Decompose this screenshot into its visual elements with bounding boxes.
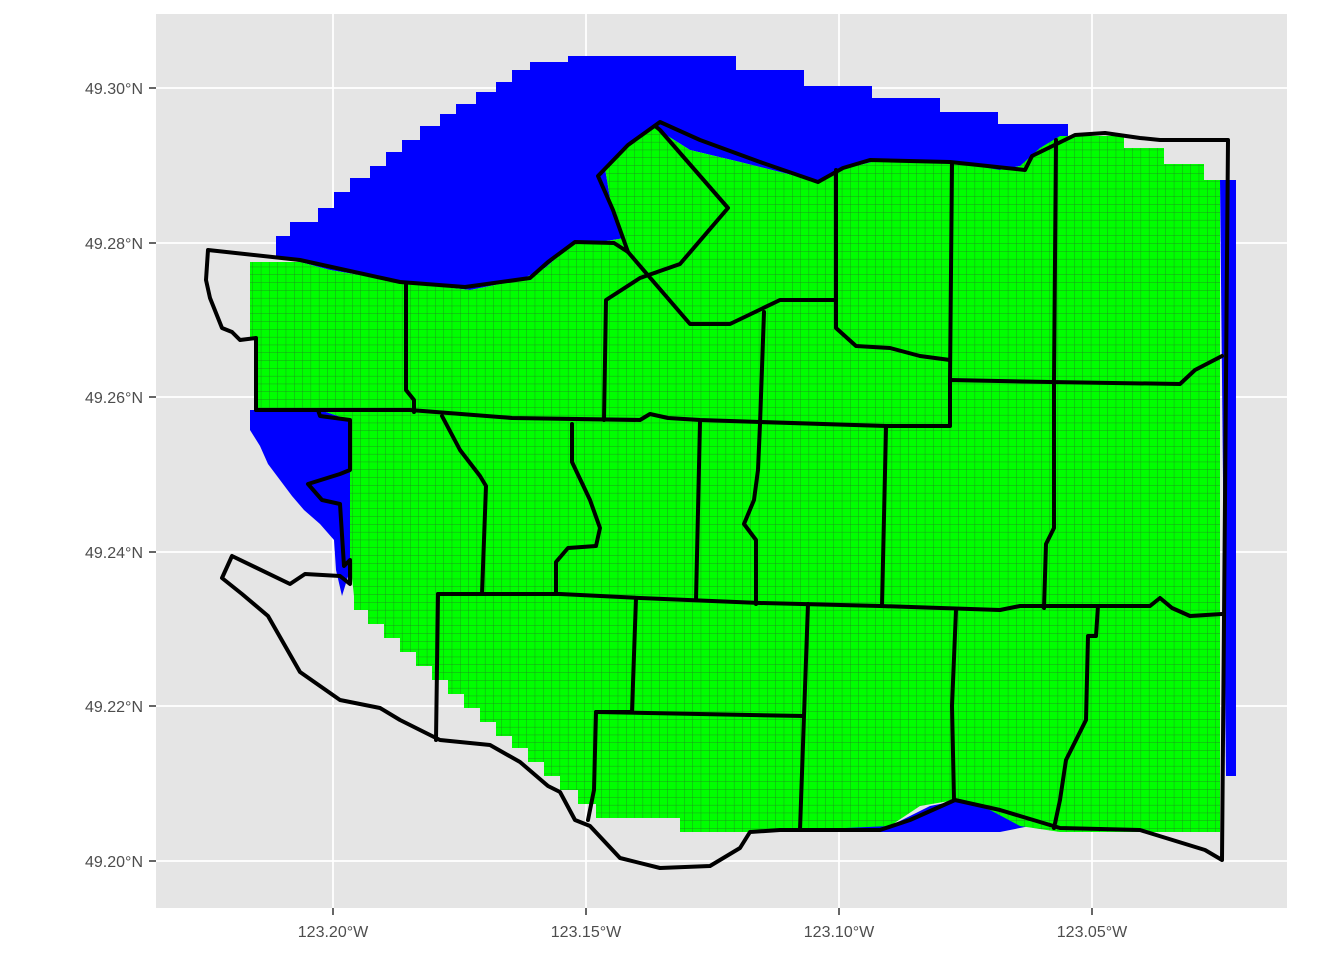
x-tick-labels: 123.20°W 123.15°W 123.10°W 123.05°W bbox=[298, 924, 1128, 941]
boundary-south-3 bbox=[594, 710, 806, 718]
y-tick-label: 49.20°N bbox=[85, 854, 143, 871]
boundary-south-6 bbox=[1052, 604, 1100, 830]
axis-ticks bbox=[149, 87, 1093, 915]
boundary-east-3 bbox=[1042, 138, 1058, 610]
y-tick-label: 49.30°N bbox=[85, 81, 143, 98]
boundary-centre-4 bbox=[694, 420, 702, 602]
water-region-east bbox=[1220, 180, 1236, 776]
water-region-west bbox=[250, 410, 350, 596]
boundary-east-1 bbox=[834, 298, 952, 362]
x-tick-label: 123.10°W bbox=[804, 924, 875, 941]
boundary-west-3 bbox=[554, 422, 602, 596]
land-cell-grid bbox=[250, 128, 1220, 832]
city-outline bbox=[204, 120, 1230, 870]
boundary-west-1 bbox=[404, 282, 416, 414]
y-tick-label: 49.28°N bbox=[85, 236, 143, 253]
x-tick-label: 123.20°W bbox=[298, 924, 369, 941]
boundary-west-2 bbox=[440, 414, 488, 596]
boundary-east-2 bbox=[948, 162, 954, 382]
boundary-king-ed bbox=[436, 592, 1224, 618]
neighbourhood-boundaries bbox=[204, 120, 1230, 870]
y-tick-label: 49.24°N bbox=[85, 545, 143, 562]
y-tick-labels: 49.30°N 49.28°N 49.26°N 49.24°N 49.22°N … bbox=[85, 81, 143, 871]
boundary-south-1 bbox=[434, 592, 440, 742]
x-tick-label: 123.15°W bbox=[551, 924, 622, 941]
boundary-centre-3 bbox=[742, 310, 766, 606]
boundary-centre-5 bbox=[880, 426, 888, 608]
y-tick-label: 49.22°N bbox=[85, 699, 143, 716]
water-region-south bbox=[760, 800, 1030, 832]
boundary-south-4 bbox=[798, 602, 810, 832]
boundary-centre-1 bbox=[602, 124, 730, 422]
boundary-south-5 bbox=[950, 608, 958, 802]
boundary-centre-2 bbox=[626, 168, 838, 326]
x-tick-label: 123.05°W bbox=[1057, 924, 1128, 941]
y-tick-label: 49.26°N bbox=[85, 390, 143, 407]
water-region bbox=[276, 56, 1080, 290]
